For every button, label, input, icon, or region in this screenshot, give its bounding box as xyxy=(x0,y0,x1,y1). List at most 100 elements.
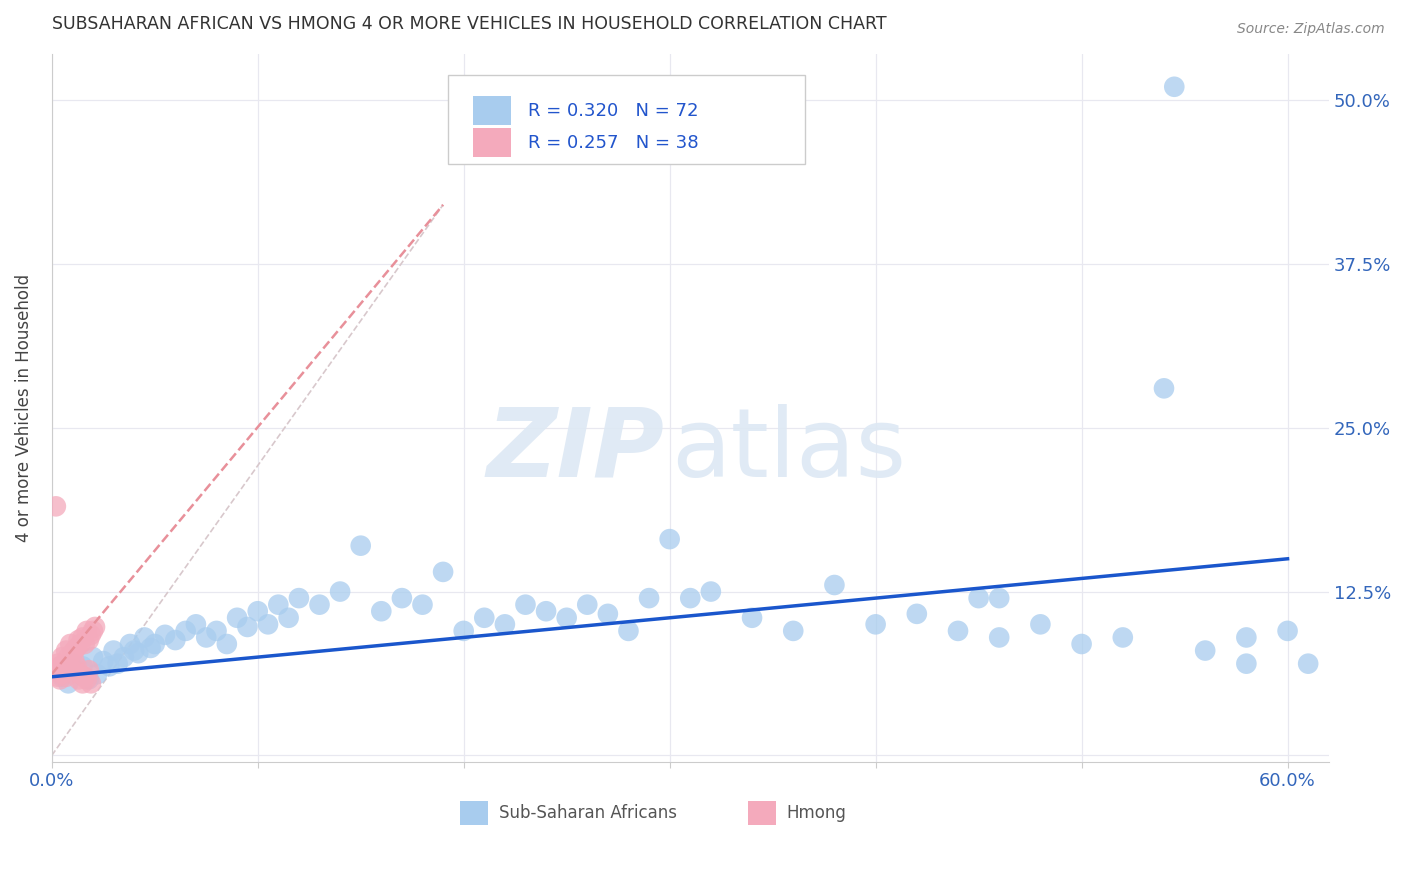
Point xyxy=(329,584,352,599)
Point xyxy=(195,631,218,645)
Point xyxy=(432,565,454,579)
Point xyxy=(49,673,72,687)
Point xyxy=(946,624,969,638)
Point xyxy=(534,604,557,618)
Point xyxy=(472,611,495,625)
Point xyxy=(72,631,94,645)
Point xyxy=(80,628,103,642)
Bar xyxy=(474,128,512,157)
Point xyxy=(494,617,516,632)
Text: ZIP: ZIP xyxy=(486,404,665,497)
Point xyxy=(596,607,619,621)
Point xyxy=(58,676,80,690)
Point xyxy=(59,657,82,671)
Bar xyxy=(474,96,512,125)
Point xyxy=(118,637,141,651)
Point xyxy=(184,617,207,632)
Point xyxy=(55,670,77,684)
Point xyxy=(658,532,681,546)
Point xyxy=(58,659,80,673)
Text: R = 0.257   N = 38: R = 0.257 N = 38 xyxy=(529,134,699,152)
Bar xyxy=(748,801,776,825)
Point xyxy=(1163,79,1185,94)
Point xyxy=(1234,657,1257,671)
Point xyxy=(1194,643,1216,657)
Point xyxy=(65,663,87,677)
Point xyxy=(98,659,121,673)
Point xyxy=(46,657,69,671)
Point xyxy=(988,591,1011,606)
Point xyxy=(453,624,475,638)
Point xyxy=(53,657,76,671)
Point xyxy=(49,659,72,673)
Point xyxy=(288,591,311,606)
Point xyxy=(80,676,103,690)
Point xyxy=(112,650,135,665)
Text: Source: ZipAtlas.com: Source: ZipAtlas.com xyxy=(1237,22,1385,37)
Point xyxy=(73,637,96,651)
Point xyxy=(51,670,73,684)
Point xyxy=(576,598,599,612)
Point xyxy=(84,620,107,634)
Point xyxy=(215,637,238,651)
Text: Sub-Saharan Africans: Sub-Saharan Africans xyxy=(499,804,676,822)
Point xyxy=(905,607,928,621)
Point xyxy=(60,657,83,671)
Point xyxy=(76,673,98,687)
Point xyxy=(246,604,269,618)
Point xyxy=(67,633,90,648)
Point xyxy=(515,598,537,612)
Point xyxy=(76,624,98,638)
Point xyxy=(782,624,804,638)
Point xyxy=(82,650,104,665)
Point xyxy=(107,657,129,671)
Y-axis label: 4 or more Vehicles in Household: 4 or more Vehicles in Household xyxy=(15,274,32,542)
Point xyxy=(1029,617,1052,632)
Point xyxy=(308,598,330,612)
Point xyxy=(370,604,392,618)
Point xyxy=(60,646,83,660)
Text: atlas: atlas xyxy=(671,404,907,497)
Point xyxy=(1112,631,1135,645)
Point xyxy=(77,633,100,648)
Point xyxy=(58,650,80,665)
Point xyxy=(174,624,197,638)
Point xyxy=(91,654,114,668)
Point xyxy=(257,617,280,632)
Point xyxy=(53,663,76,677)
Point xyxy=(134,631,156,645)
Point xyxy=(555,611,578,625)
Point xyxy=(67,673,90,687)
Point xyxy=(69,667,91,681)
Point xyxy=(741,611,763,625)
Point xyxy=(411,598,433,612)
Point xyxy=(72,676,94,690)
Point xyxy=(1234,631,1257,645)
Point xyxy=(617,624,640,638)
Point xyxy=(63,643,86,657)
Point xyxy=(350,539,373,553)
Text: SUBSAHARAN AFRICAN VS HMONG 4 OR MORE VEHICLES IN HOUSEHOLD CORRELATION CHART: SUBSAHARAN AFRICAN VS HMONG 4 OR MORE VE… xyxy=(52,15,886,33)
Point xyxy=(45,663,67,677)
Point xyxy=(65,659,87,673)
Point xyxy=(63,654,86,668)
Point xyxy=(143,637,166,651)
Point xyxy=(967,591,990,606)
Point xyxy=(1296,657,1319,671)
Text: Hmong: Hmong xyxy=(786,804,846,822)
Point xyxy=(55,643,77,657)
FancyBboxPatch shape xyxy=(447,75,806,164)
Point xyxy=(226,611,249,625)
Point xyxy=(69,637,91,651)
Point xyxy=(1277,624,1299,638)
Point xyxy=(823,578,845,592)
Point xyxy=(51,650,73,665)
Point xyxy=(45,500,67,514)
Point xyxy=(267,598,290,612)
Point xyxy=(51,667,73,681)
Point xyxy=(391,591,413,606)
Point xyxy=(77,673,100,687)
Point xyxy=(205,624,228,638)
Point xyxy=(638,591,661,606)
Point xyxy=(139,640,162,655)
